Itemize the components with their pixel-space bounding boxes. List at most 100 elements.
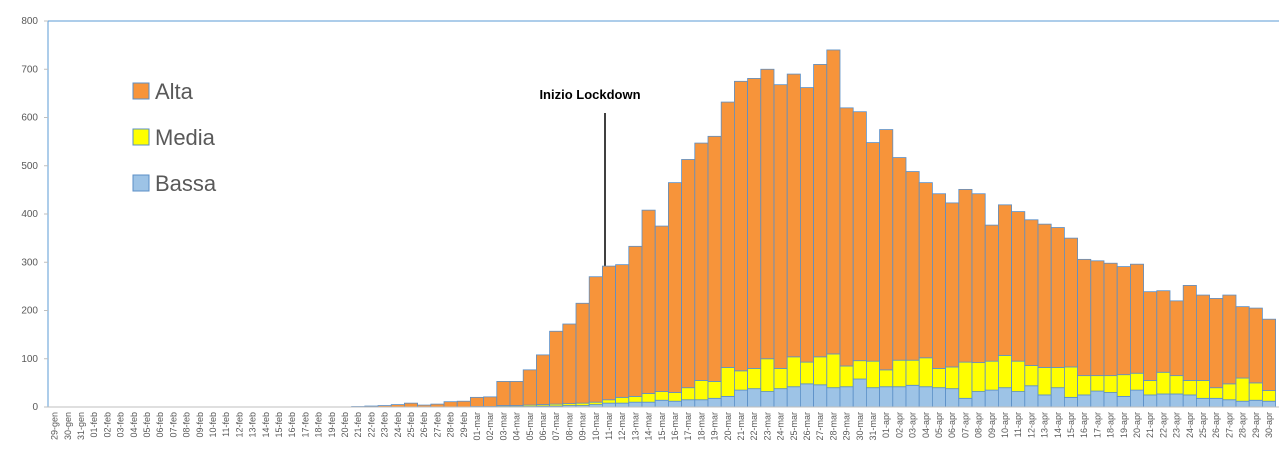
bar-segment [1236,378,1249,401]
bar-segment [1144,292,1157,381]
x-tick-label: 14-feb [261,412,271,438]
bar-segment [748,78,761,368]
x-tick-label: 11-apr [1013,412,1023,437]
bar-segment [563,324,576,404]
x-tick-label: 04-apr [921,412,931,438]
bar-segment [985,225,998,361]
bar-segment [1078,259,1091,375]
bar-segment [708,136,721,381]
bar-segment [668,393,681,402]
bar-segment [1170,301,1183,376]
bar-segment [1144,380,1157,394]
x-tick-label: 16-feb [287,412,297,438]
x-tick-label: 09-mar [578,412,588,441]
bar-segment [880,130,893,370]
bar-segment [972,363,985,392]
bar-segment [616,403,629,407]
x-tick-label: 08-apr [974,412,984,438]
bar-segment [734,371,747,390]
bar-segment [1157,372,1170,394]
x-tick-label: 20-mar [723,412,733,441]
bar-segment [1038,224,1051,367]
x-tick-label: 05-mar [525,412,535,441]
bar-segment [1117,375,1130,397]
x-tick-label: 18-mar [696,412,706,441]
x-tick-label: 29-mar [842,412,852,441]
bar-segment [906,360,919,385]
bar-segment [919,358,932,387]
bar-segment [919,183,932,358]
bar-segment [800,362,813,384]
bar-segment [893,360,906,387]
legend-swatch [133,129,149,145]
bar-segment [1012,392,1025,407]
x-tick-label: 13-feb [248,412,258,438]
bar-segment [1064,367,1077,397]
bar-segment [1091,376,1104,391]
x-tick-label: 02-apr [894,412,904,438]
bar-segment [827,354,840,388]
bar-segment [1210,398,1223,407]
bar-segment [457,401,470,407]
bar-segment [946,389,959,407]
bar-segment [906,172,919,361]
x-tick-label: 25-feb [406,412,416,438]
x-tick-label: 13-mar [630,412,640,441]
bar-segment [1025,366,1038,386]
x-tick-label: 24-mar [776,412,786,441]
bar-segment [1144,395,1157,407]
x-tick-label: 08-mar [564,412,574,441]
bar-segment [1064,238,1077,367]
bar-segment [800,384,813,407]
bar-segment [629,402,642,407]
bar-segment [880,370,893,387]
bar-segment [906,385,919,407]
bar-segment [748,368,761,388]
bar-segment [1051,388,1064,407]
x-tick-label: 22-apr [1158,412,1168,438]
x-tick-label: 16-apr [1079,412,1089,438]
y-tick-label: 500 [21,161,38,172]
x-tick-label: 27-feb [432,412,442,438]
y-tick-label: 800 [21,16,38,27]
x-tick-label: 08-feb [182,412,192,438]
bar-segment [919,387,932,407]
x-tick-label: 06-mar [538,412,548,441]
bar-segment [840,366,853,387]
bar-segment [1117,267,1130,375]
x-tick-label: 03-apr [908,412,918,438]
bar-segment [1157,394,1170,407]
bar-segment [642,393,655,402]
x-tick-label: 07-apr [960,412,970,438]
x-tick-label: 30-mar [855,412,865,441]
x-tick-label: 14-apr [1053,412,1063,438]
bar-segment [946,367,959,389]
x-tick-label: 06-feb [155,412,165,438]
bar-segment [932,388,945,407]
bar-segment [682,388,695,400]
bar-segment [668,183,681,393]
bar-segment [497,381,510,405]
bar-segment [1012,212,1025,362]
bar-segment [761,392,774,407]
bar-segment [787,387,800,407]
bar-segment [1223,295,1236,384]
bar-segment [1170,376,1183,394]
bar-segment [708,398,721,407]
bar-segment [932,194,945,369]
x-tick-label: 11-mar [604,412,614,440]
x-tick-label: 24-apr [1185,412,1195,438]
bar-segment [629,396,642,402]
bar-segment [629,246,642,396]
bar-segment [444,402,457,407]
x-tick-label: 07-feb [168,412,178,438]
bar-segment [1196,398,1209,407]
bar-segment [655,392,668,401]
bar-segment [510,381,523,405]
bar-segment [655,226,668,391]
x-tick-label: 31-mar [868,412,878,441]
bar-segment [602,403,615,407]
bar-segment [721,367,734,396]
x-tick-label: 30-gen [63,412,73,440]
x-tick-label: 16-mar [670,412,680,441]
